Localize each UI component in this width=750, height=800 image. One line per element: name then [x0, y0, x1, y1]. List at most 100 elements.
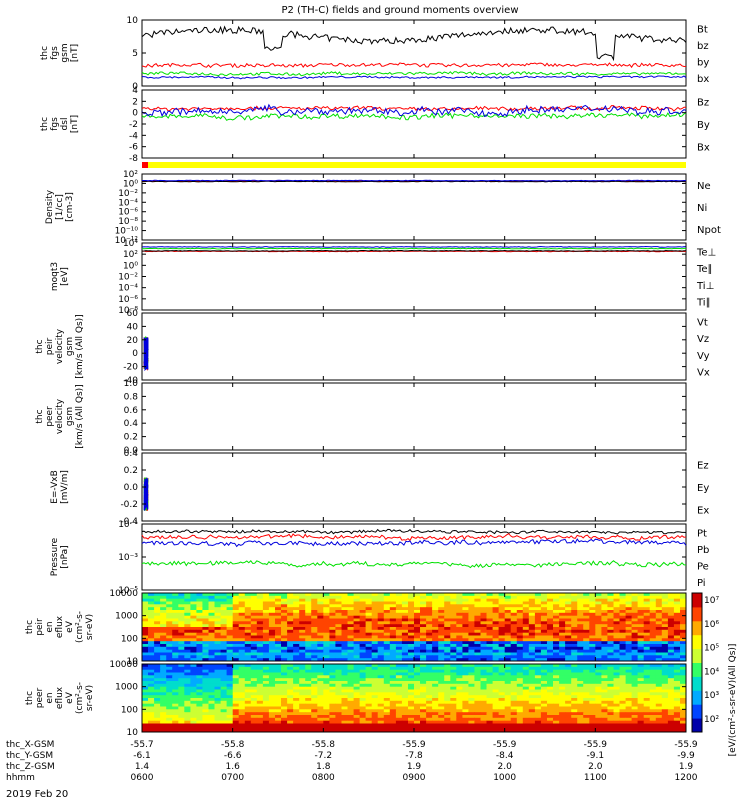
- spectrogram-peir_en_eflux-cell: [498, 638, 506, 642]
- spectrogram-peir_en_eflux-cell: [281, 604, 288, 608]
- spectrogram-peer_en_eflux-cell: [311, 720, 318, 724]
- spectrogram-peir_en_eflux-cell: [571, 595, 578, 600]
- spectrogram-peer_en_eflux-cell: [462, 695, 469, 699]
- spectrogram-peer_en_eflux-cell: [547, 726, 554, 730]
- spectrogram-peir_en_eflux-cell: [673, 612, 681, 617]
- spectrogram-peer_en_eflux-cell: [268, 698, 276, 702]
- spectrogram-peer_en_eflux-cell: [196, 720, 203, 724]
- spectrogram-peir_en_eflux-cell: [625, 632, 633, 636]
- spectrogram-peir_en_eflux-cell: [214, 593, 221, 597]
- spectrogram-peer_en_eflux-cell: [595, 706, 602, 710]
- spectrogram-peir_en_eflux-cell: [559, 601, 566, 605]
- spectrogram-peer_en_eflux-cell: [172, 695, 179, 699]
- spectrogram-peir_en_eflux-cell: [468, 649, 475, 653]
- spectrogram-peir_en_eflux-cell: [238, 615, 246, 619]
- spectrogram-peer_en_eflux-cell: [160, 709, 167, 713]
- spectrogram-peir_en_eflux-cell: [202, 624, 209, 628]
- spectrogram-peir_en_eflux-cell: [299, 649, 306, 653]
- spectrogram-peer_en_eflux-cell: [371, 681, 379, 685]
- spectrogram-peir_en_eflux-cell: [401, 615, 409, 619]
- spectrogram-peer_en_eflux-cell: [214, 672, 221, 676]
- spectrogram-peer_en_eflux-cell: [281, 683, 288, 688]
- spectrogram-peir_en_eflux-cell: [220, 638, 228, 642]
- spectrogram-peir_en_eflux-cell: [498, 635, 506, 639]
- spectrogram-peir_en_eflux-cell: [414, 615, 421, 619]
- spectrogram-peer_en_eflux-cell: [595, 729, 602, 733]
- spectrogram-peer_en_eflux-cell: [184, 686, 191, 690]
- spectrogram-peer_en_eflux-cell: [256, 706, 264, 710]
- spectrogram-peer_en_eflux-cell: [559, 681, 566, 685]
- spectrogram-peer_en_eflux-cell: [220, 675, 228, 679]
- spectrogram-peir_en_eflux-cell: [504, 621, 512, 625]
- spectrogram-peer_en_eflux-cell: [486, 729, 493, 733]
- spectrogram-peir_en_eflux-cell: [480, 624, 487, 628]
- spectrogram-peer_en_eflux-cell: [148, 698, 155, 702]
- spectrogram-peer_en_eflux-cell: [214, 717, 221, 722]
- spectrogram-peir_en_eflux-cell: [547, 618, 554, 622]
- spectrogram-peer_en_eflux-cell: [498, 703, 506, 707]
- spectrogram-peir_en_eflux-cell: [426, 615, 433, 619]
- spectrogram-peer_en_eflux-cell: [244, 720, 252, 724]
- spectrogram-peer_en_eflux-cell: [625, 692, 633, 696]
- spectrogram-peir_en_eflux-cell: [426, 644, 433, 648]
- spectrogram-peir_en_eflux-cell: [287, 655, 294, 659]
- spectrogram-peir_en_eflux-cell: [432, 595, 439, 600]
- spectrogram-peir_en_eflux-cell: [154, 621, 161, 625]
- spectrogram-peir_en_eflux-cell: [504, 629, 512, 634]
- spectrogram-peir_en_eflux-cell: [178, 644, 185, 648]
- spectrogram-peir_en_eflux-cell: [408, 595, 415, 600]
- spectrogram-peer_en_eflux-cell: [528, 675, 536, 679]
- spectrogram-peer_en_eflux-cell: [317, 726, 324, 730]
- spectrogram-peer_en_eflux-cell: [142, 729, 149, 733]
- spectrogram-peer_en_eflux-cell: [172, 712, 179, 716]
- spectrogram-peir_en_eflux-cell: [456, 601, 463, 605]
- spectrogram-peer_en_eflux-cell: [528, 681, 536, 685]
- spectrogram-peer_en_eflux-cell: [365, 717, 373, 722]
- spectrogram-peer_en_eflux-cell: [589, 723, 596, 727]
- ephemeris-label-thc_Y-GSM: thc_Y-GSM: [6, 751, 53, 761]
- spectrogram-peer_en_eflux-cell: [317, 675, 324, 679]
- spectrogram-peir_en_eflux-cell: [565, 641, 572, 645]
- spectrogram-peir_en_eflux-cell: [619, 604, 626, 608]
- spectrogram-peir_en_eflux-cell: [643, 646, 651, 651]
- spectrogram-peir_en_eflux-cell: [208, 658, 215, 662]
- spectrogram-peir_en_eflux-cell: [275, 624, 282, 628]
- spectrogram-peer_en_eflux-cell: [420, 723, 427, 727]
- spectrogram-peir_en_eflux-cell: [680, 615, 687, 619]
- spectrogram-peer_en_eflux-cell: [299, 712, 306, 716]
- spectrogram-peir_en_eflux-cell: [214, 644, 221, 648]
- spectrogram-peer_en_eflux-cell: [589, 703, 596, 707]
- spectrogram-peir_en_eflux-cell: [250, 644, 258, 648]
- spectrogram-peir_en_eflux-cell: [528, 635, 536, 639]
- spectrogram-peir_en_eflux-cell: [323, 652, 330, 656]
- spectrogram-peir_en_eflux-cell: [643, 612, 651, 617]
- spectrogram-peir_en_eflux-cell: [528, 632, 536, 636]
- spectrogram-peir_en_eflux-cell: [522, 598, 530, 602]
- spectrogram-peer_en_eflux-cell: [432, 683, 439, 688]
- spectrogram-peer_en_eflux-cell: [305, 686, 312, 690]
- spectrogram-peer_en_eflux-cell: [462, 726, 469, 730]
- spectrogram-peir_en_eflux-cell: [492, 612, 500, 617]
- spectrogram-peir_en_eflux-cell: [456, 604, 463, 608]
- spectrogram-peir_en_eflux-cell: [601, 658, 608, 662]
- spectrogram-peir_en_eflux-cell: [571, 658, 578, 662]
- spectrogram-peir_en_eflux-cell: [510, 612, 518, 617]
- spectrogram-peir_en_eflux-cell: [637, 641, 645, 645]
- spectrogram-peir_en_eflux-cell: [256, 646, 264, 651]
- spectrogram-peir_en_eflux-cell: [667, 618, 675, 622]
- spectrogram-peir_en_eflux-cell: [547, 649, 554, 653]
- spectrogram-peer_en_eflux-cell: [371, 723, 379, 727]
- spectrogram-peir_en_eflux-cell: [335, 638, 342, 642]
- spectrogram-peer_en_eflux-cell: [268, 695, 276, 699]
- spectrogram-peer_en_eflux-cell: [178, 723, 185, 727]
- spectrogram-peer_en_eflux-cell: [226, 698, 234, 702]
- spectrogram-peer_en_eflux-cell: [540, 692, 548, 696]
- spectrogram-peir_en_eflux-cell: [359, 658, 367, 662]
- spectrogram-peer_en_eflux-cell: [238, 703, 246, 707]
- spectrogram-peir_en_eflux-cell: [456, 649, 463, 653]
- spectrogram-peer_en_eflux-cell: [166, 723, 173, 727]
- spectrogram-peir_en_eflux-cell: [299, 658, 306, 662]
- spectrogram-peir_en_eflux-cell: [220, 646, 228, 651]
- spectrogram-peir_en_eflux-cell: [311, 604, 318, 608]
- spectrogram-peer_en_eflux-cell: [214, 709, 221, 713]
